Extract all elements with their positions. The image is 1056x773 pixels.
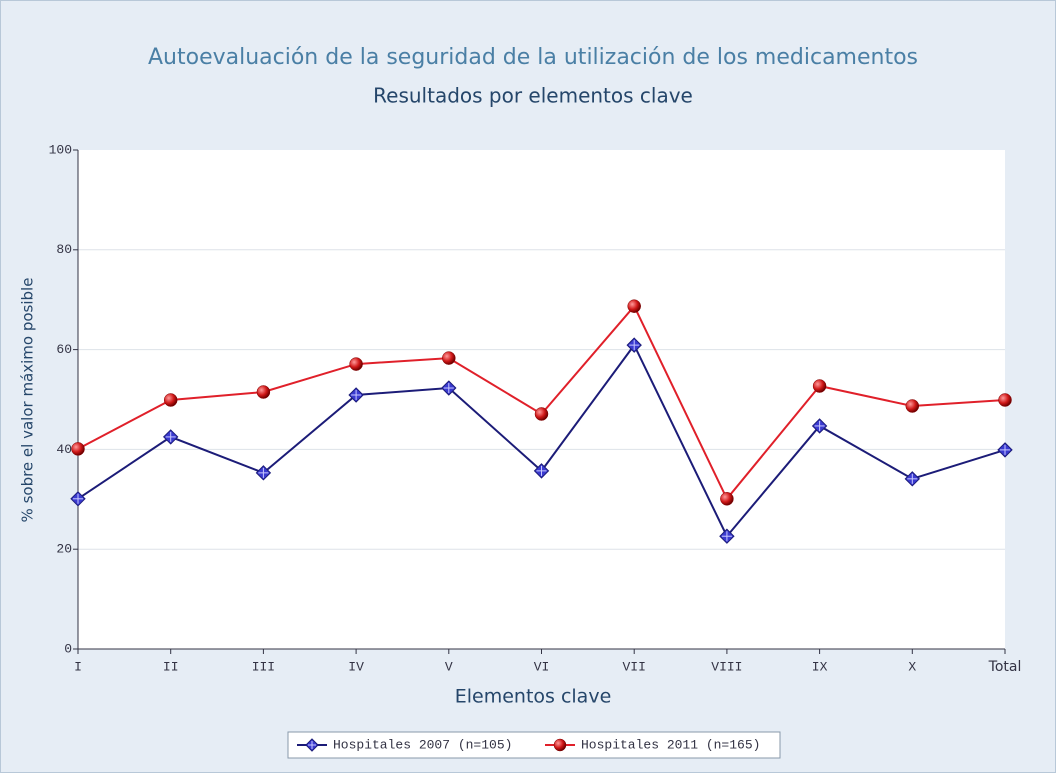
x-tick-label: III bbox=[252, 659, 275, 674]
point bbox=[533, 463, 550, 479]
point bbox=[71, 442, 85, 456]
x-tick-label: X bbox=[908, 659, 916, 674]
x-tick-label: IV bbox=[348, 659, 364, 674]
point bbox=[719, 528, 735, 544]
point bbox=[162, 429, 179, 445]
x-tick-label: VI bbox=[534, 659, 550, 674]
point bbox=[812, 379, 827, 393]
point bbox=[811, 418, 828, 434]
point bbox=[348, 387, 364, 403]
plot-area bbox=[78, 150, 1005, 649]
x-tick-label: VII bbox=[622, 659, 645, 674]
point bbox=[720, 492, 734, 506]
point bbox=[349, 357, 363, 371]
legend-label: Hospitales 2007 (n=105) bbox=[333, 737, 512, 752]
y-tick-label: 0 bbox=[64, 641, 72, 656]
x-tick-label: V bbox=[445, 659, 453, 674]
point bbox=[627, 299, 641, 313]
y-tick-label: 60 bbox=[56, 342, 72, 357]
x-tick-label: Total bbox=[988, 659, 1022, 675]
y-axis-label: % sobre el valor máximo posible bbox=[19, 278, 37, 523]
x-tick-label: I bbox=[74, 659, 82, 674]
legend bbox=[287, 731, 781, 759]
point bbox=[255, 465, 272, 481]
point bbox=[256, 385, 271, 399]
legend-label: Hospitales 2011 (n=165) bbox=[581, 737, 760, 752]
point bbox=[70, 491, 86, 507]
point bbox=[441, 380, 457, 396]
point bbox=[442, 351, 456, 365]
point bbox=[534, 407, 549, 421]
point bbox=[305, 738, 319, 752]
point bbox=[998, 393, 1012, 407]
x-tick-label: II bbox=[163, 659, 179, 674]
y-tick-label: 20 bbox=[56, 542, 72, 557]
chart-subtitle: Resultados por elementos clave bbox=[373, 84, 693, 108]
y-tick-label: 100 bbox=[49, 142, 72, 157]
y-tick-label: 40 bbox=[56, 442, 72, 457]
chart-title: Autoevaluación de la seguridad de la uti… bbox=[148, 45, 918, 70]
point bbox=[626, 337, 642, 353]
y-tick-label: 80 bbox=[56, 242, 72, 257]
x-tick-label: IX bbox=[812, 659, 828, 674]
x-tick-label: VIII bbox=[711, 659, 742, 674]
point bbox=[163, 393, 178, 407]
point bbox=[905, 399, 920, 413]
x-axis-label: Elementos clave bbox=[455, 686, 612, 708]
point bbox=[997, 442, 1013, 458]
point bbox=[553, 738, 567, 752]
point bbox=[904, 471, 921, 487]
